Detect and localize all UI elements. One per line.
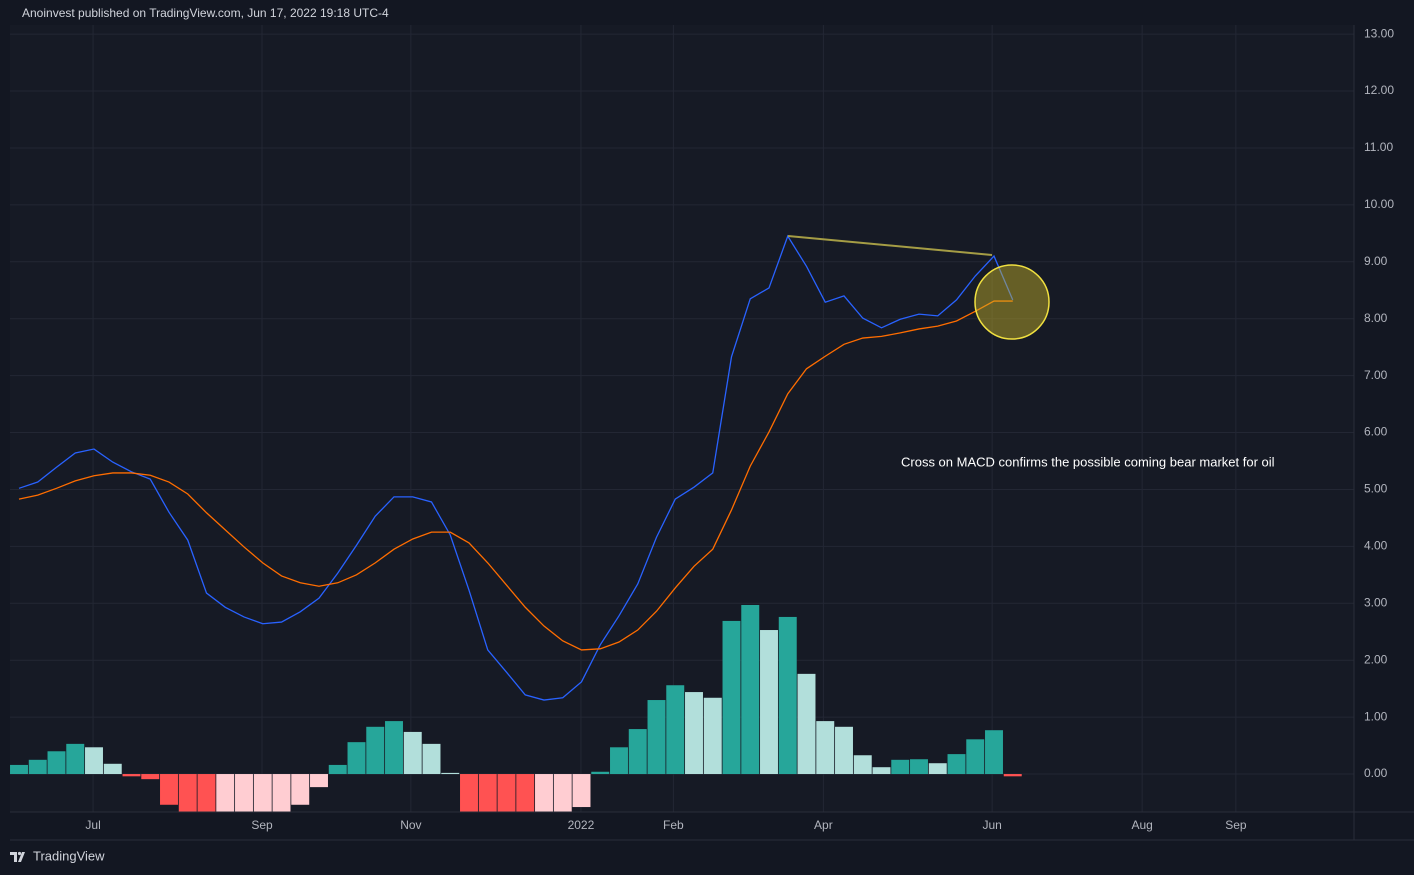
- histogram-bar: [28, 759, 47, 775]
- trend-line: [787, 235, 993, 256]
- histogram-bar: [460, 774, 478, 812]
- x-tick-label: Jul: [85, 818, 100, 832]
- logo: [10, 851, 25, 862]
- histogram-bar: [797, 673, 816, 775]
- logo-icon: [10, 852, 25, 862]
- y-tick-label: 3.00: [1364, 595, 1388, 609]
- histogram-bar: [66, 743, 85, 775]
- histogram-bar: [103, 763, 122, 775]
- histogram-bar: [347, 742, 366, 775]
- line: [18, 300, 1013, 651]
- y-tick-label: 2.00: [1364, 652, 1388, 666]
- y-tick-label: 10.00: [1364, 197, 1394, 211]
- histogram-bar: [422, 743, 441, 775]
- y-tick-label: 8.00: [1364, 311, 1388, 325]
- histogram-bar: [741, 604, 760, 775]
- histogram-bar: [778, 616, 797, 775]
- histogram-bar: [141, 774, 160, 780]
- histogram-bar: [385, 721, 403, 775]
- x-tick-label: Aug: [1131, 818, 1152, 832]
- histogram-bar: [253, 774, 272, 812]
- y-tick-label: 1.00: [1364, 709, 1388, 723]
- histogram-bar: [722, 620, 741, 775]
- histogram-bar: [872, 767, 891, 775]
- y-tick-label: 12.00: [1364, 83, 1394, 97]
- grid: [10, 25, 1354, 812]
- x-tick-label: Sep: [1225, 818, 1247, 832]
- y-tick-label: 6.00: [1364, 425, 1388, 439]
- histogram-bar: [647, 700, 666, 775]
- y-tick-label: 5.00: [1364, 482, 1388, 496]
- marks: [10, 234, 1022, 812]
- histogram-bar: [666, 685, 685, 775]
- histogram-bar: [610, 747, 628, 775]
- histogram-bar: [835, 726, 853, 775]
- y-tick-label: 0.00: [1364, 766, 1388, 780]
- y-tick-label: 11.00: [1364, 140, 1393, 154]
- histogram-bar: [853, 755, 872, 775]
- logo-dot: [17, 851, 22, 856]
- histogram-bar: [122, 774, 141, 777]
- y-tick-label: 13.00: [1364, 26, 1394, 40]
- histogram-bar: [591, 771, 610, 775]
- histogram-bar: [497, 774, 516, 812]
- plot-area: [10, 25, 1354, 812]
- y-tick-label: 4.00: [1364, 539, 1388, 553]
- highlight-circle: [974, 264, 1050, 340]
- y-tick-label: 7.00: [1364, 368, 1388, 382]
- x-tick-label: 2022: [568, 818, 595, 832]
- histogram-bar: [1003, 774, 1022, 777]
- annotation: Cross on MACD confirms the possible comi…: [901, 454, 1275, 469]
- histogram-bar: [891, 759, 910, 775]
- histogram-bar: [216, 774, 235, 812]
- histogram-bar: [441, 772, 460, 775]
- histogram-bar: [197, 774, 216, 812]
- histogram-bar: [928, 763, 947, 775]
- histogram-bar: [572, 774, 591, 808]
- footer: TradingView: [33, 848, 105, 863]
- histogram-bar: [178, 774, 197, 812]
- histogram-bar: [291, 774, 310, 805]
- histogram-bar: [328, 764, 347, 775]
- histogram-bar: [760, 630, 778, 775]
- histogram-bar: [160, 774, 178, 805]
- histogram-bar: [553, 774, 572, 812]
- histogram-bar: [403, 731, 422, 775]
- histogram-bar: [535, 774, 553, 812]
- header: Anoinvest published on TradingView.com, …: [22, 6, 389, 20]
- x-tick-label: Jun: [982, 818, 1001, 832]
- x-tick-label: Feb: [663, 818, 684, 832]
- histogram-bar: [47, 751, 66, 775]
- histogram-bar: [10, 764, 28, 775]
- x-tick-label: Nov: [400, 818, 421, 832]
- histogram-bar: [910, 759, 928, 775]
- histogram-bar: [516, 774, 535, 812]
- histogram-bar: [685, 692, 703, 775]
- x-tick-label: Apr: [814, 818, 833, 832]
- histogram-bar: [310, 774, 328, 788]
- line: [18, 234, 1014, 701]
- histogram-bar: [272, 774, 291, 812]
- annotations: Cross on MACD confirms the possible comi…: [787, 235, 1275, 469]
- x-tick-label: Sep: [251, 818, 273, 832]
- histogram-bar: [966, 739, 985, 775]
- histogram-bar: [628, 729, 647, 775]
- histogram-bar: [985, 730, 1003, 775]
- histogram-bar: [478, 774, 497, 812]
- histogram-bar: [947, 754, 966, 775]
- histogram-bar: [703, 697, 722, 775]
- histogram-bar: [85, 747, 103, 775]
- histogram-bar: [366, 726, 385, 775]
- histogram-bar: [816, 721, 835, 775]
- y-tick-label: 9.00: [1364, 254, 1388, 268]
- histogram-bar: [235, 774, 253, 812]
